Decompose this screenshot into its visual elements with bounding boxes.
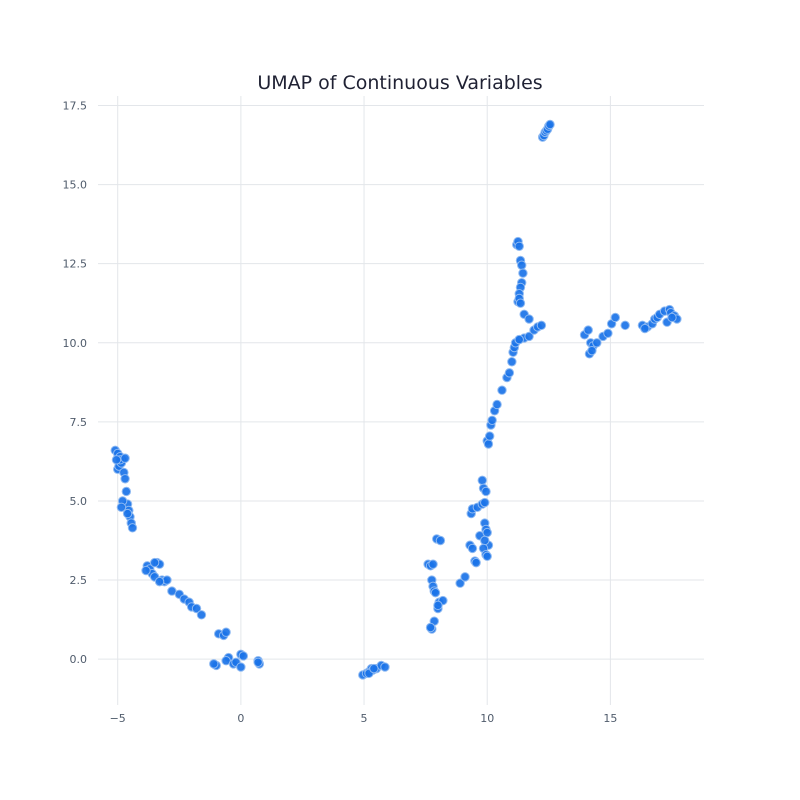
- y-tick-label: 0.0: [70, 653, 88, 666]
- scatter-point: [433, 600, 443, 611]
- scatter-point: [141, 565, 151, 576]
- scatter-point: [592, 338, 602, 348]
- scatter-point: [149, 557, 160, 568]
- scatter-point: [482, 527, 492, 538]
- scatter-point: [481, 486, 491, 497]
- scatter-point: [191, 603, 202, 614]
- scatter-points: [110, 119, 682, 680]
- scatter-point: [477, 475, 487, 486]
- scatter-point: [236, 662, 246, 672]
- y-tick-label: 12.5: [63, 258, 88, 271]
- scatter-point: [120, 474, 130, 484]
- scatter-point: [425, 622, 436, 633]
- x-tick-label: −5: [110, 712, 126, 725]
- gridlines: [98, 96, 704, 705]
- scatter-point: [154, 576, 165, 587]
- x-tick-label: 5: [361, 712, 368, 725]
- scatter-point: [471, 557, 481, 568]
- scatter-point: [455, 578, 465, 588]
- scatter-point: [111, 455, 122, 465]
- scatter-point: [515, 298, 526, 308]
- scatter-point: [369, 663, 379, 674]
- scatter-point: [667, 312, 677, 323]
- scatter-point: [430, 587, 441, 598]
- scatter-point: [620, 320, 630, 331]
- scatter-point: [209, 659, 219, 669]
- scatter-point: [514, 334, 524, 345]
- y-tick-label: 15.0: [63, 179, 88, 192]
- scatter-point: [253, 657, 263, 667]
- scatter-point: [127, 523, 138, 533]
- scatter-point: [482, 551, 492, 562]
- scatter-point: [121, 486, 132, 497]
- scatter-point: [545, 119, 555, 130]
- scatter-point: [120, 453, 130, 463]
- scatter-point: [196, 610, 207, 620]
- scatter-point: [221, 627, 231, 637]
- scatter-point: [460, 572, 470, 582]
- scatter-point: [536, 320, 547, 331]
- scatter-point: [116, 502, 127, 512]
- scatter-point: [587, 345, 597, 356]
- chart-title: UMAP of Continuous Variables: [257, 72, 542, 94]
- x-tick-label: 10: [480, 712, 494, 725]
- y-tick-label: 10.0: [63, 337, 88, 350]
- y-tick-label: 7.5: [70, 416, 88, 429]
- scatter-point: [467, 543, 478, 554]
- scatter-point: [122, 508, 133, 519]
- scatter-point: [487, 415, 497, 425]
- scatter-point: [435, 535, 446, 546]
- y-tick-label: 17.5: [63, 99, 88, 112]
- scatter-point: [238, 651, 249, 661]
- scatter-point: [583, 325, 593, 335]
- scatter-point: [380, 662, 390, 672]
- scatter-point: [603, 328, 613, 338]
- scatter-point: [428, 559, 438, 569]
- scatter-point: [480, 535, 490, 546]
- scatter-point: [517, 260, 527, 270]
- scatter-point: [640, 323, 650, 334]
- scatter-point: [518, 268, 528, 278]
- scatter-point: [492, 399, 502, 410]
- tick-labels: −5 0 5 10 15 0.0 2.5 5.0 7.5 10.0 12.5 15.0 17.5: [63, 99, 618, 725]
- scatter-point: [480, 497, 490, 508]
- scatter-point: [484, 431, 495, 441]
- y-tick-label: 2.5: [70, 574, 88, 587]
- x-tick-label: 15: [603, 712, 617, 725]
- scatter-point: [524, 331, 534, 342]
- scatter-point: [483, 439, 494, 449]
- scatter-point: [507, 357, 517, 367]
- scatter-point: [497, 385, 507, 395]
- scatter-point: [514, 241, 524, 251]
- y-tick-label: 5.0: [70, 495, 88, 508]
- scatter-point: [524, 314, 534, 324]
- scatter-point: [504, 368, 515, 378]
- scatter-point: [610, 312, 621, 323]
- x-tick-label: 0: [237, 712, 244, 725]
